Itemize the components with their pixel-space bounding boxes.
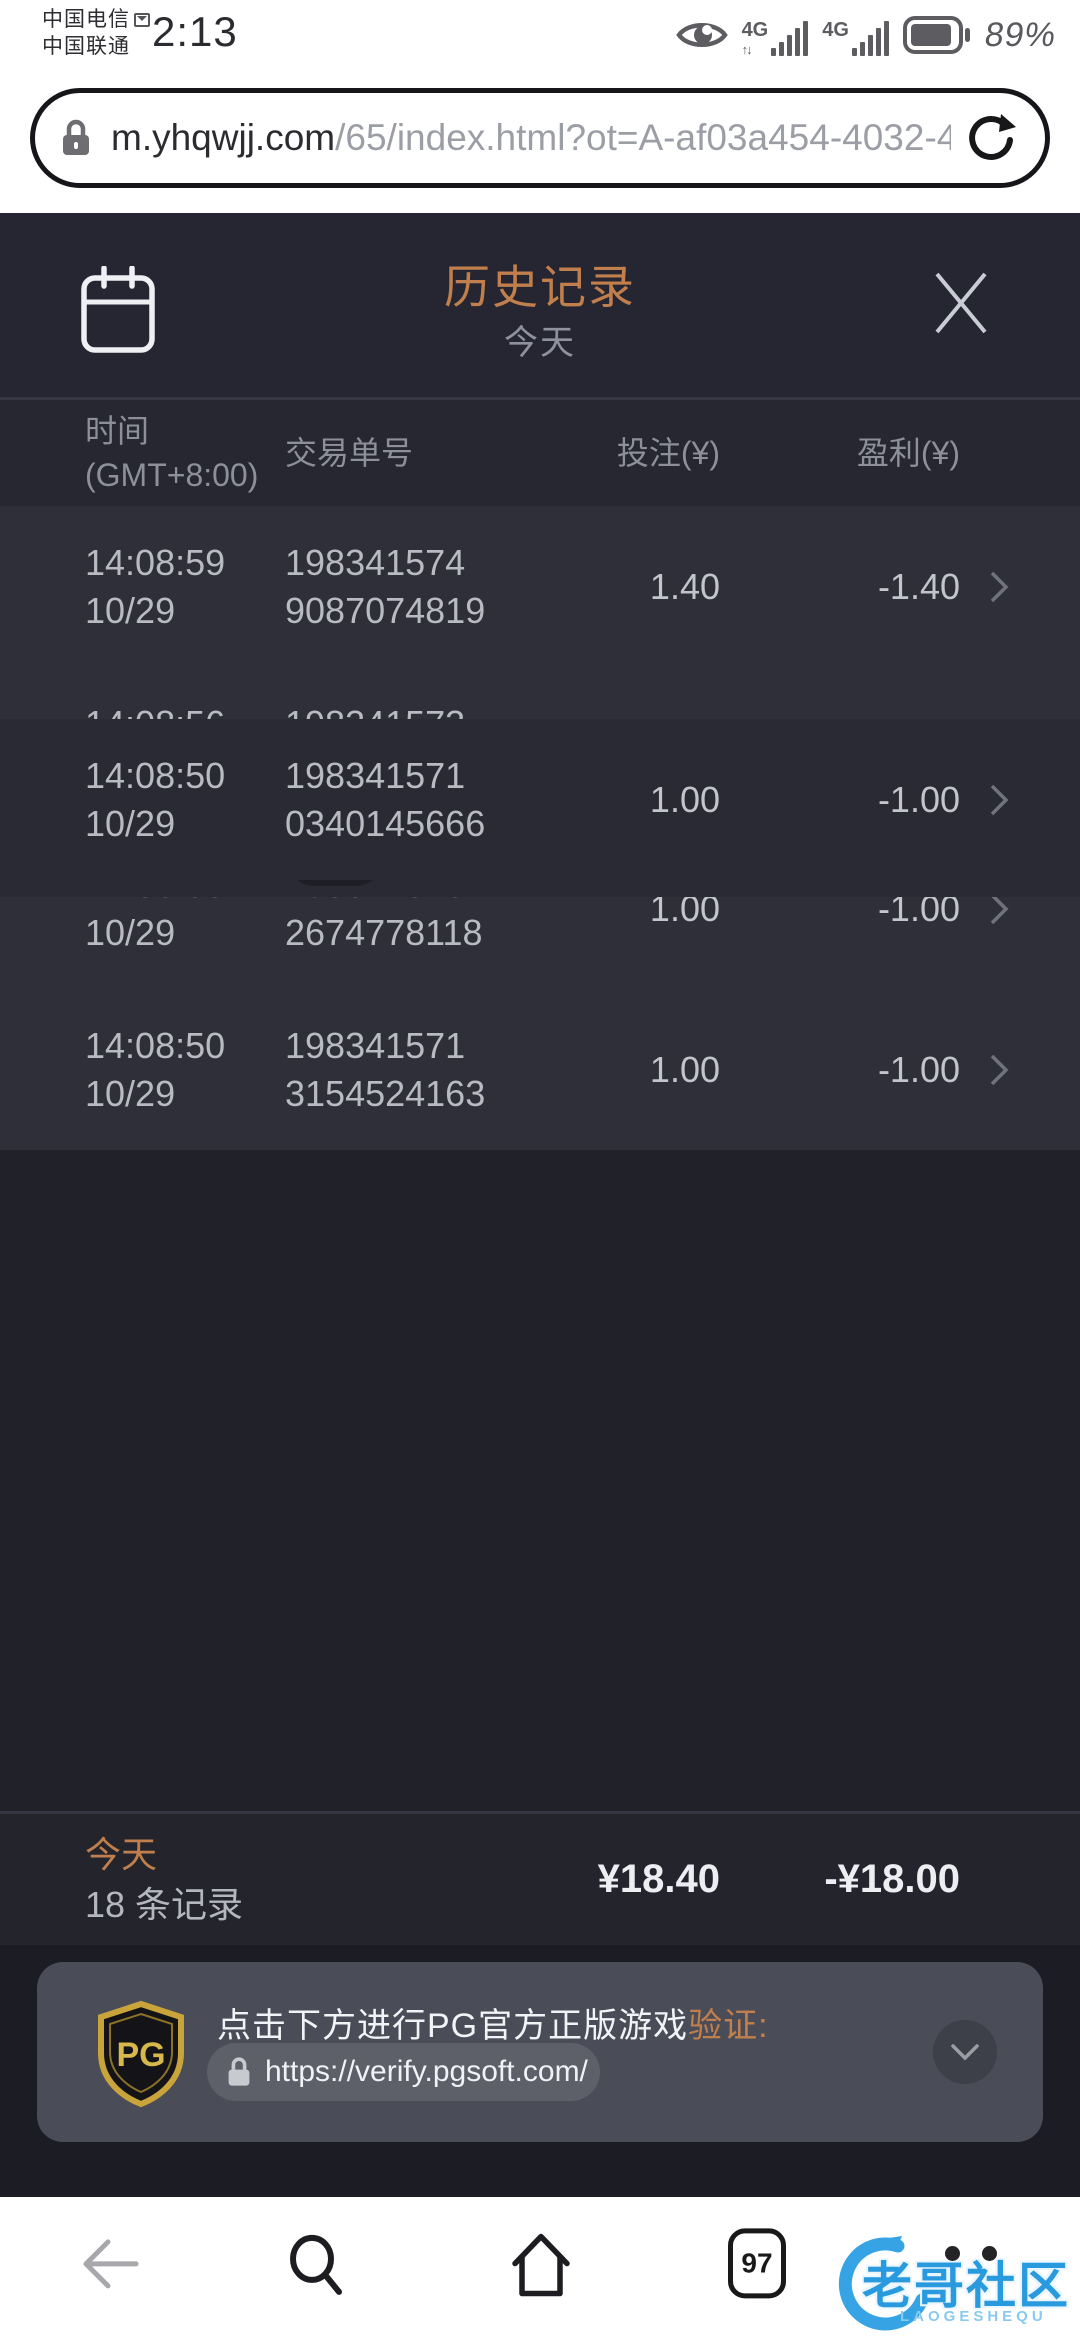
battery-icon xyxy=(902,14,971,56)
summary-bar: 今天 18 条记录 ¥18.40 -¥18.00 xyxy=(0,1811,1080,1945)
col-header-profit: 盈利(¥) xyxy=(856,435,960,471)
col-header-id: 交易单号 xyxy=(285,435,414,471)
chevron-right-icon xyxy=(960,782,1010,818)
back-button[interactable] xyxy=(72,2231,142,2295)
table-header: 时间 (GMT+8:00) 交易单号 投注(¥) 盈利(¥) xyxy=(0,397,1080,506)
carrier-2-label: 中国联通 xyxy=(42,35,130,58)
summary-label: 今天 xyxy=(85,1833,158,1875)
home-icon xyxy=(512,2233,570,2296)
eye-comfort-icon xyxy=(675,17,728,53)
search-button[interactable] xyxy=(285,2231,347,2295)
chevron-right-icon xyxy=(960,569,1010,605)
tabs-count: 97 xyxy=(741,2246,773,2278)
url-path: /65/index.html?ot=A-af03a454-4032-4dd xyxy=(335,117,951,158)
pg-verify-card: PG 点击下方进行PG官方正版游戏验证: https://verify.pgso… xyxy=(37,1962,1043,2142)
close-icon xyxy=(935,272,987,334)
home-button[interactable] xyxy=(508,2229,574,2297)
refresh-button[interactable] xyxy=(963,110,1019,166)
calendar-button[interactable] xyxy=(78,265,158,355)
close-button[interactable] xyxy=(926,263,996,343)
pg-verify-text: 点击下方进行PG官方正版游戏验证: xyxy=(217,2007,769,2045)
col-header-bet: 投注(¥) xyxy=(616,435,720,471)
lock-icon xyxy=(61,118,91,158)
history-list: 14:08:59 10/29 198341574 9087074819 1.40 -… xyxy=(0,506,1080,1150)
footer-zone: PG 点击下方进行PG官方正版游戏验证: https://verify.pgso… xyxy=(0,1945,1080,2197)
lock-icon xyxy=(227,2056,251,2088)
status-time: 2:13 xyxy=(152,8,238,55)
pg-verify-url-button[interactable]: https://verify.pgsoft.com/ xyxy=(207,2043,600,2101)
pg-verify-url: https://verify.pgsoft.com/ xyxy=(265,2055,588,2088)
history-header: 历史记录 今天 xyxy=(0,213,1080,397)
summary-bet-total: ¥18.40 xyxy=(597,1857,720,1901)
pg-logo: PG xyxy=(95,2000,187,2108)
svg-text:PG: PG xyxy=(116,2036,165,2074)
carrier-1-label: 中国电信 xyxy=(42,8,130,31)
chevron-right-icon xyxy=(960,891,1010,927)
table-row[interactable]: 14:08:59 10/29 198341574 9087074819 1.40 -… xyxy=(0,506,1080,667)
chevron-down-icon xyxy=(951,2044,979,2061)
data-arrows-icon: ↑↓ xyxy=(741,41,753,57)
calendar-icon xyxy=(81,266,155,353)
history-panel: 历史记录 今天 时间 (GMT+8:00) 交易单号 投注(¥) 盈利(¥) 1… xyxy=(0,213,1080,2197)
page-subtitle: 今天 xyxy=(504,324,576,362)
signal-bars-icon xyxy=(771,20,809,56)
signal-sim2: 4G xyxy=(822,15,889,56)
tabs-count-box: 97 xyxy=(728,2227,786,2298)
battery-percent: 89% xyxy=(982,15,1059,54)
signal-sim1: 4G ↑↓ xyxy=(742,15,809,56)
status-bar: 中国电信 中国联通 2:13 4G ↑↓ 4G xyxy=(0,0,1080,70)
url-host: m.yhqwjj.com xyxy=(111,117,336,158)
browser-nav-bar: 97 xyxy=(0,2197,1080,2340)
chevron-right-icon xyxy=(960,1052,1010,1088)
pg-verify-link[interactable]: 验证: xyxy=(688,2007,769,2045)
search-icon xyxy=(290,2234,342,2295)
carrier-names: 中国电信 中国联通 xyxy=(42,6,150,60)
tabs-button[interactable]: 97 xyxy=(728,2227,786,2298)
signal-bars-icon xyxy=(851,20,889,56)
page-title: 历史记录 xyxy=(444,261,636,313)
collapse-button[interactable] xyxy=(933,2020,997,2084)
summary-count: 18 条记录 xyxy=(85,1883,244,1925)
table-row[interactable]: 14:08:50 10/29 198341571 3154524163 1.00 -… xyxy=(0,989,1080,1150)
back-arrow-icon xyxy=(83,2238,139,2288)
table-row[interactable]: 14:08:50 10/29 198341571 0340145666 1.00 -… xyxy=(0,719,1080,880)
address-bar[interactable]: m.yhqwjj.com/65/index.html?ot=A-af03a454… xyxy=(30,88,1050,188)
url-text: m.yhqwjj.com/65/index.html?ot=A-af03a454… xyxy=(111,117,951,159)
col-header-time: 时间 (GMT+8:00) xyxy=(85,413,259,493)
message-icon xyxy=(134,12,150,27)
summary-profit-total: -¥18.00 xyxy=(824,1857,960,1901)
